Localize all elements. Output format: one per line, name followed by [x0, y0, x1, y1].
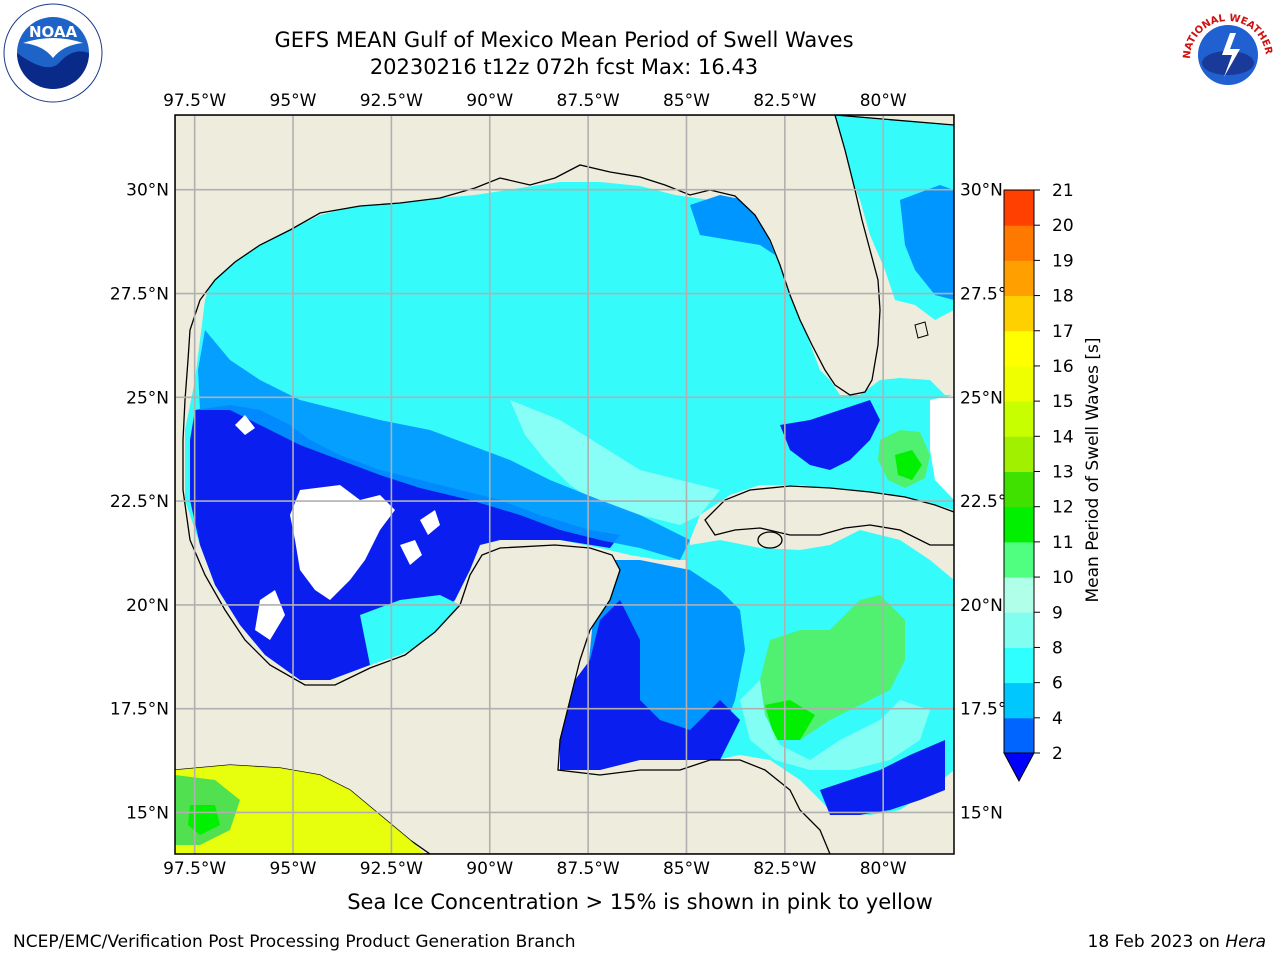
mid-blue-west: [198, 330, 690, 560]
nws-logo-icon: NATIONAL WEATHER SERVICE: [1178, 3, 1277, 102]
lon-tick-label: 82.5°W: [753, 859, 816, 879]
caribbean-green-2: [765, 700, 815, 740]
lat-tick-label: 30°N: [126, 181, 169, 201]
lon-tick-label: 80°W: [860, 859, 907, 879]
colorbar-segment: [1004, 365, 1034, 402]
colorbar-segment: [1004, 330, 1034, 367]
lat-tick-label: 20°N: [126, 596, 169, 616]
map-panel: [175, 115, 954, 854]
lon-tick-label: 82.5°W: [753, 91, 816, 111]
colorbar-segment: [1004, 682, 1034, 719]
lon-tick-label: 97.5°W: [163, 91, 226, 111]
colorbar-segment: [1004, 401, 1034, 437]
colorbar-segment: [1004, 612, 1034, 648]
colorbar-tick-label: 17: [1052, 322, 1074, 342]
florida-keys-blue: [780, 400, 880, 470]
lon-tick-label: 80°W: [860, 91, 907, 111]
lat-tick-label: 22.5°N: [110, 492, 169, 512]
chart-subtitle: 20230216 t12z 072h fcst Max: 16.43: [369, 55, 759, 79]
lat-tick-label: 17.5°N: [110, 700, 169, 720]
nodata-patch-1: [290, 485, 395, 600]
map-frame: [174, 114, 955, 855]
colorbar-segment: [1004, 295, 1034, 332]
chart-title: GEFS MEAN Gulf of Mexico Mean Period of …: [274, 28, 854, 52]
lon-tick-label: 92.5°W: [360, 91, 423, 111]
colorbar-tick-label: 9: [1052, 603, 1063, 623]
lon-tick-label: 90°W: [466, 859, 513, 879]
nodata-patch-3: [235, 415, 255, 435]
footer-producer: NCEP/EMC/Verification Post Processing Pr…: [13, 932, 576, 952]
colorbar-segment: [1004, 436, 1034, 472]
lat-tick-label-right: 25°N: [960, 388, 1003, 408]
colorbar-label: Mean Period of Swell Waves [s]: [1083, 338, 1103, 603]
us-gulf-coast-land: [175, 115, 954, 854]
lat-tick-label: 15°N: [126, 803, 169, 823]
campeche-cyan: [360, 595, 460, 665]
svg-text:NOAA: NOAA: [29, 23, 78, 41]
colorbar-tick-label: 2: [1052, 744, 1063, 764]
lon-tick-label: 92.5°W: [360, 859, 423, 879]
lon-tick-label: 95°W: [270, 859, 317, 879]
colorbar-tick-label: 14: [1052, 427, 1074, 447]
colorbar-tick-label: 16: [1052, 357, 1074, 377]
colorbar-tick-label: 13: [1052, 463, 1074, 483]
colorbar-tick-label: 15: [1052, 392, 1074, 412]
bahamas-island: [914, 321, 929, 339]
colorbar-tick-label: 20: [1052, 216, 1074, 236]
lat-tick-label-right: 15°N: [960, 803, 1003, 823]
colorbar-segment: [1004, 471, 1034, 508]
lon-labels-top: 97.5°W 95°W 92.5°W 90°W 87.5°W 85°W 82.5°W 80°W: [163, 91, 907, 111]
colorbar-segment: [1004, 260, 1034, 297]
bahamas-green-2: [895, 450, 922, 480]
lon-tick-label: 95°W: [270, 91, 317, 111]
lon-tick-label: 87.5°W: [557, 91, 620, 111]
nodata-patch-5: [420, 510, 440, 535]
colorbar-tick-label: 19: [1052, 251, 1074, 271]
nodata-patch-4: [400, 540, 422, 565]
atlantic-blue: [900, 185, 954, 300]
isla-juventud: [757, 531, 783, 549]
colorbar-tick-label: 10: [1052, 568, 1074, 588]
lat-tick-label: 25°N: [126, 388, 169, 408]
colorbar-segment: [1004, 577, 1034, 613]
footer-host: Hera: [1225, 932, 1266, 952]
lat-labels-left: 30°N 27.5°N 25°N 22.5°N 20°N 17.5°N 15°N: [110, 181, 169, 824]
sea-ice-note: Sea Ice Concentration > 15% is shown in …: [347, 890, 933, 914]
colorbar-tick-label: 12: [1052, 498, 1074, 518]
lon-tick-label: 87.5°W: [557, 859, 620, 879]
lon-tick-label: 90°W: [466, 91, 513, 111]
colorbar: 2 4 6 8 9 10 11 12 13 14 15 16 17 18 19 20 21: [1003, 181, 1074, 783]
lon-labels-bottom: 97.5°W 95°W 92.5°W 90°W 87.5°W 85°W 82.5°W 80°W: [163, 859, 907, 879]
colorbar-tick-label: 21: [1052, 181, 1074, 201]
yucatan-deep: [560, 600, 740, 770]
colorbar-segment: [1004, 225, 1034, 261]
lon-tick-label: 85°W: [663, 91, 710, 111]
colorbar-segment: [1004, 717, 1034, 754]
ice-yellow: [175, 765, 425, 854]
deep-blue-west: [190, 405, 620, 680]
colorbar-tick-label: 6: [1052, 674, 1063, 694]
footer-date: 18 Feb 2023 on Hera: [1087, 932, 1266, 952]
gridlines: [175, 115, 954, 854]
colorbar-segment: [1004, 190, 1034, 226]
lon-tick-label: 97.5°W: [163, 859, 226, 879]
colorbar-tick-label: 4: [1052, 709, 1063, 729]
colorbar-tick-label: 18: [1052, 287, 1074, 307]
lat-tick-label-right: 20°N: [960, 596, 1003, 616]
colorbar-under-arrow: [1003, 752, 1035, 783]
nodata-patch-2: [255, 590, 285, 640]
noaa-logo-icon: NOAA: [3, 3, 103, 103]
lon-tick-label: 85°W: [663, 859, 710, 879]
lat-tick-label: 27.5°N: [110, 285, 169, 305]
light-band: [510, 400, 720, 525]
colorbar-segment: [1004, 647, 1034, 684]
colorbar-segment: [1004, 506, 1034, 543]
ne-gulf-blue: [690, 195, 775, 255]
nodata-east: [930, 395, 954, 500]
colorbar-tick-label: 11: [1052, 533, 1074, 553]
colorbar-segment: [1004, 541, 1034, 578]
colorbar-tick-label: 8: [1052, 638, 1063, 658]
lat-tick-label-right: 30°N: [960, 181, 1003, 201]
